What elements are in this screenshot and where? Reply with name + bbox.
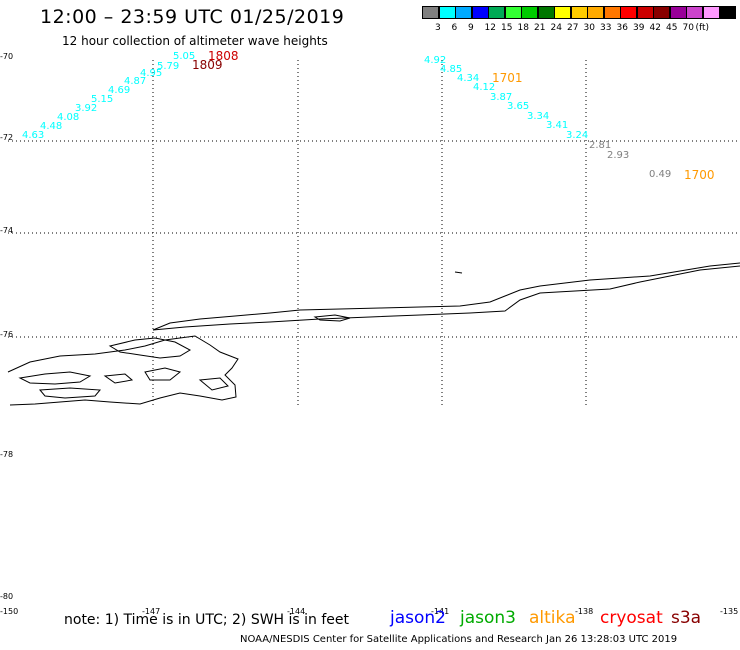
pass-time-label: 1809 bbox=[192, 58, 223, 72]
satellite-cryosat: cryosat bbox=[600, 608, 663, 628]
colorbar-label: 21 bbox=[534, 23, 546, 33]
wave-height-label: 4.12 bbox=[473, 82, 496, 93]
latitude-label: -80 bbox=[0, 592, 14, 601]
satellite-s3a: s3a bbox=[671, 608, 702, 628]
satellite-altika: altika bbox=[529, 608, 576, 628]
wave-height-label: 2.93 bbox=[607, 150, 630, 161]
latitude-label: -76 bbox=[0, 330, 14, 339]
latitude-label: -78 bbox=[0, 450, 14, 459]
colorbar-label: 27 bbox=[567, 23, 579, 33]
wave-height-label: 4.34 bbox=[457, 73, 480, 84]
antarctic-coastline bbox=[7, 262, 740, 406]
longitude-label: -150 bbox=[0, 607, 19, 616]
colorbar-label: 6 bbox=[451, 23, 458, 33]
wave-height-label: 4.69 bbox=[108, 85, 131, 96]
colorbar-label: 24 bbox=[550, 23, 562, 33]
pass-time-label: 1808 bbox=[208, 49, 239, 63]
colorbar-label: 18 bbox=[517, 23, 529, 33]
colorbar-label: 12 bbox=[484, 23, 496, 33]
colorbar-label: 9 bbox=[468, 23, 474, 33]
colorbar-swatch bbox=[719, 6, 736, 19]
colorbar-label: (ft) bbox=[695, 23, 710, 33]
wave-height-label: 3.65 bbox=[507, 101, 530, 112]
colorbar-label: 36 bbox=[616, 23, 628, 33]
wave-height-label: 0.49 bbox=[649, 169, 672, 180]
footnote: note: 1) Time is in UTC; 2) SWH is in fe… bbox=[64, 612, 350, 628]
pass-time-label: 1700 bbox=[684, 168, 715, 182]
colorbar-label: 39 bbox=[633, 23, 645, 33]
colorbar-label: 33 bbox=[600, 23, 612, 33]
wave-height-label: 3.24 bbox=[566, 130, 589, 141]
longitude-label: -135 bbox=[720, 607, 739, 616]
colorbar-label: 3 bbox=[435, 23, 441, 33]
colorbar-label: 42 bbox=[649, 23, 661, 33]
map-grid bbox=[8, 60, 740, 407]
latitude-label: -72 bbox=[0, 133, 14, 142]
longitude-label: -147 bbox=[142, 607, 161, 616]
colorbar-label: 45 bbox=[666, 23, 678, 33]
credit-line: NOAA/NESDIS Center for Satellite Applica… bbox=[240, 634, 678, 645]
wave-height-label: 5.79 bbox=[157, 61, 180, 72]
wave-height-label: 4.92 bbox=[424, 55, 447, 66]
wave-height-label: 4.48 bbox=[40, 121, 63, 132]
wave-height-label: 3.87 bbox=[490, 92, 513, 103]
colorbar-label: 15 bbox=[501, 23, 513, 33]
wave-height-label: 5.15 bbox=[91, 94, 114, 105]
wave-height-label: 4.95 bbox=[140, 68, 163, 79]
latitude-label: -74 bbox=[0, 226, 14, 235]
wave-height-label: 4.87 bbox=[124, 76, 147, 87]
map-subtitle: 12 hour collection of altimeter wave hei… bbox=[62, 34, 328, 48]
longitude-label: -141 bbox=[431, 607, 450, 616]
map-title: 12:00 – 23:59 UTC 01/25/2019 bbox=[40, 6, 345, 28]
colorbar-label: 70 bbox=[682, 23, 694, 33]
satellite-jason2: jason2 bbox=[390, 608, 446, 628]
wave-height-label: 3.34 bbox=[527, 111, 550, 122]
colorbar-label: 30 bbox=[583, 23, 595, 33]
wave-height-label: 4.85 bbox=[440, 64, 463, 75]
latitude-label: -70 bbox=[0, 52, 14, 61]
pass-time-label: 1701 bbox=[492, 71, 523, 85]
wave-height-label: 3.41 bbox=[546, 120, 569, 131]
longitude-label: -144 bbox=[287, 607, 306, 616]
wave-height-label: 5.05 bbox=[173, 51, 196, 62]
satellite-jason3: jason3 bbox=[460, 608, 516, 628]
wave-height-label: 4.08 bbox=[57, 112, 80, 123]
wave-height-label: 3.92 bbox=[75, 103, 98, 114]
wave-height-label: 4.63 bbox=[22, 130, 45, 141]
wave-height-label: 2.81 bbox=[589, 140, 612, 151]
longitude-label: -138 bbox=[575, 607, 594, 616]
